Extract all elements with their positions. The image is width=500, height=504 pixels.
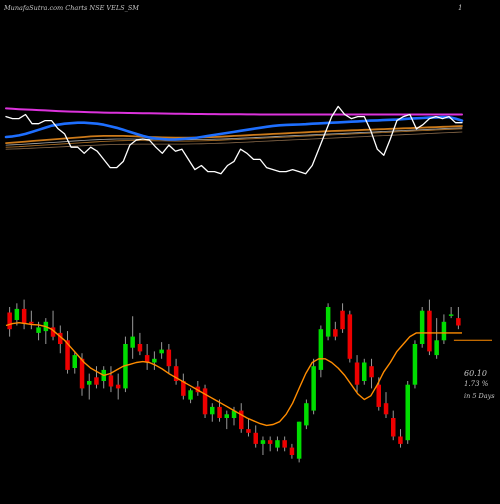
- candle-down: [50, 327, 56, 337]
- magenta-average-line: [5, 107, 463, 116]
- candle-down: [115, 384, 121, 389]
- candle-down: [29, 321, 34, 324]
- thin-average-line-2: [5, 128, 463, 148]
- orange-average-line: [5, 125, 463, 145]
- thin-average-line-3: [5, 131, 463, 150]
- indicator-panel: [4, 105, 464, 175]
- candle-up: [231, 410, 237, 418]
- candle-up: [412, 344, 418, 385]
- candle-up: [419, 310, 425, 344]
- candle-up: [188, 390, 193, 400]
- candle-down: [369, 366, 374, 378]
- candle-up: [304, 403, 309, 426]
- candle-down: [239, 410, 244, 430]
- candle-down: [65, 340, 70, 370]
- candle-down: [94, 377, 99, 385]
- thin-average-line-1: [5, 127, 463, 146]
- candle-up: [448, 314, 454, 316]
- candle-down: [456, 318, 461, 326]
- candle-up: [405, 384, 410, 441]
- candle-down: [246, 429, 251, 433]
- candle-up: [434, 340, 439, 356]
- candle-down: [58, 332, 63, 344]
- candle-up: [325, 307, 331, 337]
- candle-down: [181, 381, 186, 396]
- candle-down: [7, 312, 12, 330]
- candle-up: [275, 440, 280, 448]
- candle-down: [376, 384, 381, 407]
- candle-down: [202, 388, 208, 415]
- candle-down: [108, 375, 114, 387]
- candle-up: [210, 406, 215, 415]
- candle-down: [289, 447, 295, 455]
- candle-up: [441, 321, 447, 341]
- price-average-line: [5, 322, 462, 427]
- candle-down: [347, 314, 353, 359]
- price-panel: [5, 299, 492, 463]
- change-percent-label: 1.73 %: [464, 380, 489, 388]
- candle-down: [79, 358, 85, 389]
- candle-up: [159, 349, 164, 354]
- candle-down: [267, 440, 273, 444]
- page-marker: 1: [458, 4, 462, 12]
- candle-down: [21, 308, 27, 324]
- candle-up: [72, 355, 77, 368]
- candle-down: [137, 344, 143, 352]
- candle-down: [166, 349, 172, 367]
- candle-down: [173, 366, 179, 381]
- blue-average-line: [4, 115, 464, 141]
- candle-up: [296, 421, 302, 459]
- candle-up: [36, 327, 41, 333]
- candle-up: [152, 358, 157, 363]
- candle-up: [224, 414, 229, 418]
- candle-down: [354, 362, 360, 385]
- last-price-label: 60.10: [464, 369, 487, 378]
- candle-up: [311, 366, 316, 411]
- candle-down: [217, 406, 222, 418]
- chart-title: MunafaSutra.com Charts NSE VELS_SM: [3, 4, 139, 12]
- candle-up: [14, 308, 20, 320]
- candle-down: [253, 432, 258, 444]
- oscillator-line: [5, 105, 463, 175]
- candle-down: [282, 440, 287, 448]
- candle-up: [260, 440, 266, 444]
- candle-up: [318, 329, 324, 370]
- candle-down: [391, 418, 396, 437]
- candle-up: [130, 336, 135, 348]
- candle-up: [362, 362, 367, 381]
- candle-down: [427, 310, 432, 352]
- candle-up: [87, 381, 92, 385]
- candle-down: [398, 436, 403, 444]
- candle-down: [383, 403, 389, 415]
- candle-down: [144, 355, 150, 363]
- period-label: in 5 Days: [464, 392, 495, 400]
- candle-down: [340, 310, 345, 330]
- candle-down: [333, 329, 338, 337]
